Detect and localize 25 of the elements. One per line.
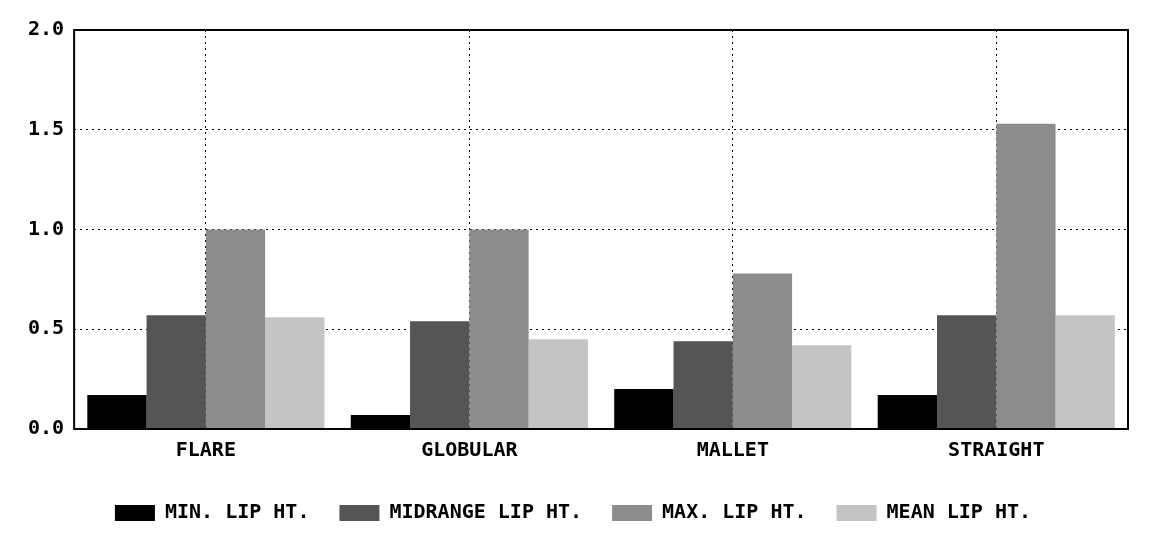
y-tick-label: 2.0	[28, 16, 65, 41]
bar	[996, 123, 1056, 429]
y-tick-label: 1.0	[28, 215, 65, 240]
bar	[528, 339, 588, 429]
bar	[1055, 315, 1115, 429]
x-tick-label: MALLET	[696, 437, 769, 462]
x-tick-label: GLOBULAR	[421, 437, 519, 462]
bar	[469, 229, 529, 429]
bar	[936, 315, 997, 429]
x-tick-label: STRAIGHT	[948, 437, 1045, 462]
x-tick-label: FLARE	[175, 437, 236, 462]
legend-label: MEAN LIP HT.	[886, 499, 1032, 524]
y-tick-label: 1.5	[28, 115, 65, 140]
bar	[410, 321, 470, 429]
bar	[732, 273, 793, 429]
bar	[205, 229, 266, 429]
bar	[792, 345, 852, 429]
y-tick-label: 0.0	[28, 415, 65, 440]
bar	[673, 341, 733, 429]
legend-label: MAX. LIP HT.	[662, 499, 807, 524]
legend-label: MIDRANGE LIP HT.	[389, 499, 583, 524]
bar	[146, 315, 206, 429]
bar	[265, 317, 325, 429]
y-tick-label: 0.5	[28, 315, 65, 340]
legend-label: MIN. LIP HT.	[164, 499, 310, 524]
